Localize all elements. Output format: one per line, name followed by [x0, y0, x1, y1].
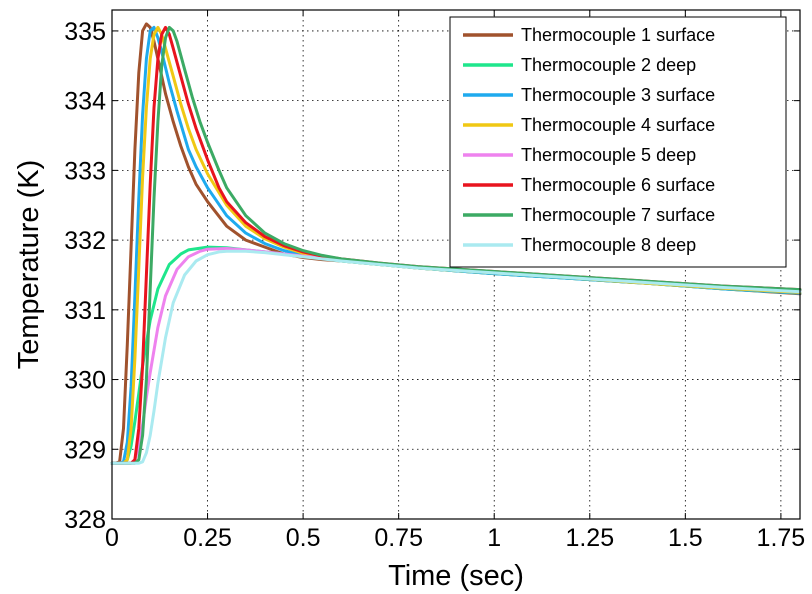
y-tick-label: 334	[64, 88, 106, 116]
x-tick-label: 0.25	[183, 524, 232, 552]
series-line-5	[110, 247, 802, 465]
legend-label-1: Thermocouple 1 surface	[521, 25, 715, 45]
legend-label-5: Thermocouple 5 deep	[521, 145, 696, 165]
x-axis-title: Time (sec)	[388, 560, 524, 592]
y-tick-label: 332	[64, 227, 106, 255]
legend-label-8: Thermocouple 8 deep	[521, 235, 696, 255]
y-tick-label: 328	[64, 506, 106, 534]
y-axis-title: Temperature (K)	[13, 160, 45, 370]
legend-label-3: Thermocouple 3 surface	[521, 85, 715, 105]
x-tick-label: 0.75	[374, 524, 423, 552]
x-tick-label: 1.5	[668, 524, 703, 552]
y-tick-label: 333	[64, 157, 106, 185]
series-lines	[110, 22, 802, 465]
x-tick-label: 0	[105, 524, 119, 552]
y-tick-label: 335	[64, 18, 106, 46]
series-line-8	[110, 249, 802, 465]
legend-label-2: Thermocouple 2 deep	[521, 55, 696, 75]
x-tick-label: 1.75	[757, 524, 806, 552]
series-line-2	[110, 245, 802, 465]
x-tick-label: 1.25	[565, 524, 614, 552]
legend-label-4: Thermocouple 4 surface	[521, 115, 715, 135]
y-tick-label: 329	[64, 436, 106, 464]
y-tick-label: 330	[64, 367, 106, 395]
x-tick-label: 0.5	[286, 524, 321, 552]
y-tick-label: 331	[64, 297, 106, 325]
legend-items: Thermocouple 1 surface Thermocouple 2 dee…	[463, 25, 715, 255]
tick-labels: 0 0.25 0.5 0.75 1 1.25 1.5 1.75 328 329 330 331 332 3…	[64, 18, 805, 552]
legend-label-7: Thermocouple 7 surface	[521, 205, 715, 225]
plot-frame	[111, 9, 801, 520]
legend-label-6: Thermocouple 6 surface	[521, 175, 715, 195]
legend-box	[449, 16, 787, 268]
x-tick-label: 1	[487, 524, 501, 552]
legend: Thermocouple 1 surface Thermocouple 2 dee…	[449, 16, 787, 268]
axis-ticks	[111, 10, 800, 520]
